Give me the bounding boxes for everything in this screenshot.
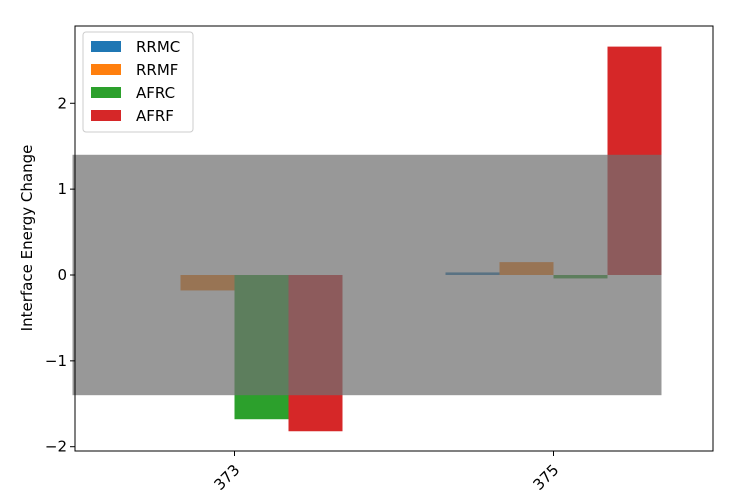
plot-frame — [74, 25, 714, 452]
y-tick-label: 0 — [57, 266, 67, 284]
legend-swatch-afrf — [91, 110, 121, 121]
legend-label-rrmf: RRMF — [136, 61, 178, 79]
x-axis: 373 375 — [210, 451, 562, 494]
legend-box — [82, 31, 194, 133]
y-tick-label: −2 — [45, 438, 67, 456]
y-tick-label: 2 — [57, 94, 67, 112]
legend-swatch-rrmf — [91, 64, 121, 75]
y-axis-label: Interface Energy Change — [18, 145, 36, 332]
overlay-band-layer — [72, 154, 662, 396]
legend-label-rrmc: RRMC — [136, 38, 180, 56]
overlay-band — [72, 154, 662, 396]
legend-swatch-afrc — [91, 87, 121, 98]
y-tick-label: −1 — [45, 352, 67, 370]
legend-label-afrc: AFRC — [136, 84, 175, 102]
legend: RRMC RRMF AFRC AFRF — [82, 31, 194, 133]
legend-swatch-rrmc — [91, 41, 121, 52]
x-tick-label: 373 — [210, 461, 243, 494]
y-tick-label: 1 — [57, 180, 67, 198]
legend-label-afrf: AFRF — [136, 107, 174, 125]
x-tick-label: 375 — [529, 461, 562, 494]
y-axis: −2 −1 0 1 2 — [45, 94, 75, 456]
